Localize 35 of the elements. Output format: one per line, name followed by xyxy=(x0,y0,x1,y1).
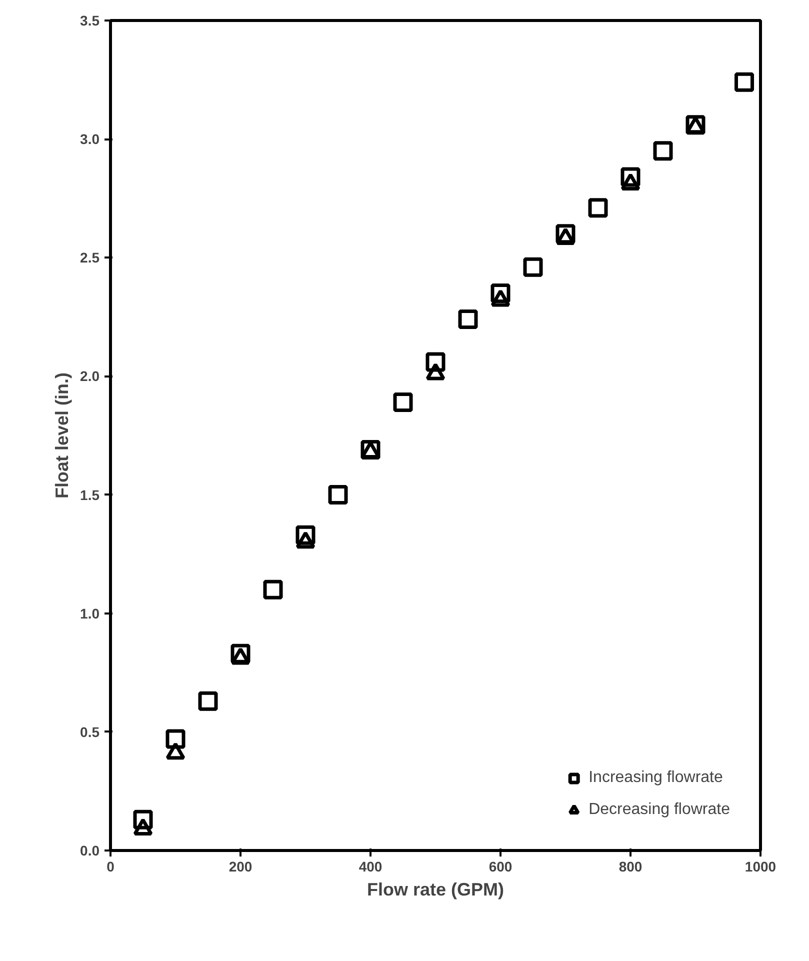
x-axis-title: Flow rate (GPM) xyxy=(367,880,504,900)
point xyxy=(166,729,186,749)
x-tick-label: 600 xyxy=(488,858,512,874)
y-tick-label: 2.5 xyxy=(80,250,100,266)
y-tick-label: 3.0 xyxy=(80,131,100,148)
y-tick-label: 0.0 xyxy=(80,842,100,858)
point xyxy=(230,644,250,664)
x-tick-label: 1000 xyxy=(744,858,776,874)
y-tick-label: 1.0 xyxy=(80,605,100,622)
point xyxy=(198,691,218,711)
x-tick-label: 800 xyxy=(618,858,642,874)
point xyxy=(296,525,316,545)
point xyxy=(653,141,673,161)
point xyxy=(523,257,543,277)
x-tick-label: 200 xyxy=(228,858,252,874)
point xyxy=(328,485,348,505)
point xyxy=(263,580,283,600)
legend-label: Increasing flowrate xyxy=(588,769,723,787)
point xyxy=(588,198,608,218)
y-tick-label: 0.5 xyxy=(80,724,100,740)
x-tick-label: 0 xyxy=(106,858,115,874)
point xyxy=(556,224,576,244)
point xyxy=(393,392,413,412)
y-tick-label: 3.5 xyxy=(80,12,100,28)
y-axis-title: Float level (in.) xyxy=(52,372,72,499)
point xyxy=(426,352,446,372)
y-tick-label: 1.5 xyxy=(80,486,100,503)
point xyxy=(620,167,640,187)
point xyxy=(734,72,754,92)
point xyxy=(458,310,478,330)
point xyxy=(133,810,153,830)
point xyxy=(490,283,510,303)
legend-label: Decreasing flowrate xyxy=(588,801,730,819)
y-tick-label: 2.0 xyxy=(80,368,100,384)
x-tick-label: 400 xyxy=(358,858,382,874)
